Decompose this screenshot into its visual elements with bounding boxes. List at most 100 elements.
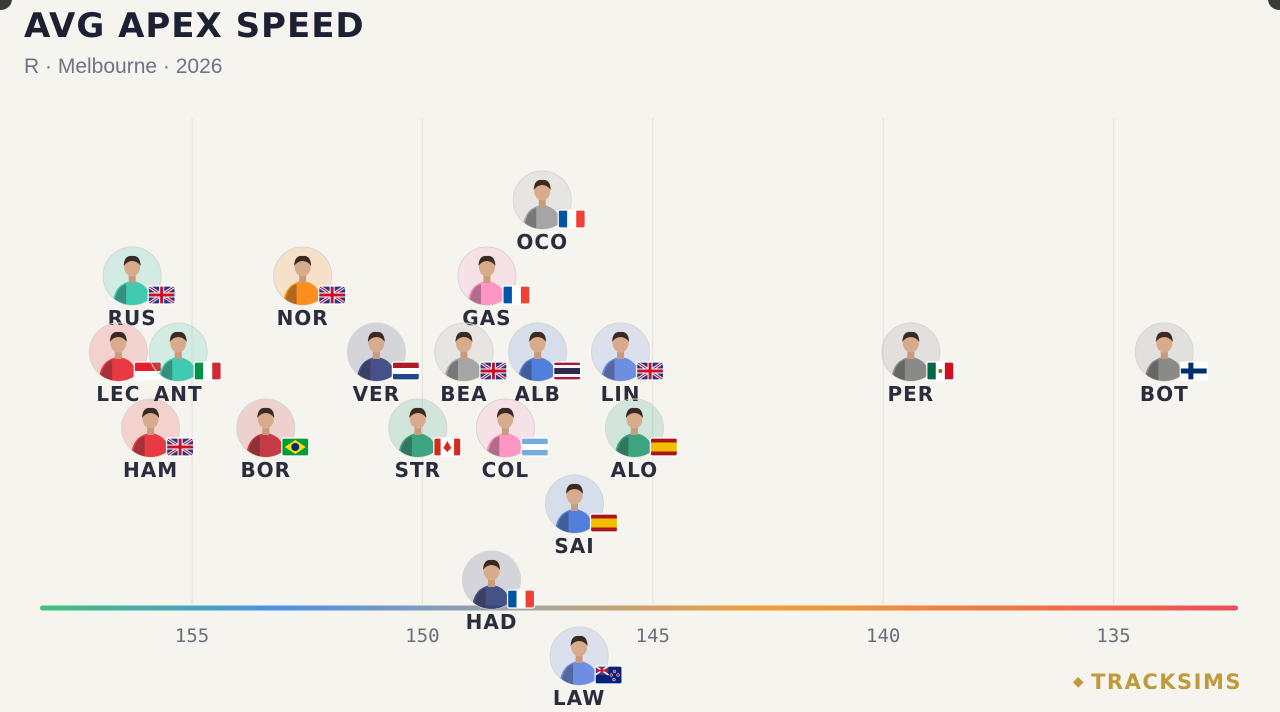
flag-band — [194, 362, 204, 380]
flag-gb-icon — [479, 361, 508, 381]
driver-suit — [890, 357, 931, 381]
driver-head — [294, 257, 311, 277]
driver-hair — [123, 255, 141, 266]
driver-suit — [485, 433, 526, 457]
driver-suit — [112, 281, 153, 305]
driver-suit — [443, 357, 484, 381]
flag-th-icon — [553, 361, 582, 381]
flag-fr-icon — [502, 285, 531, 305]
driver-label: PER — [887, 382, 934, 406]
driver-hair — [1155, 331, 1173, 342]
flag-graphic — [433, 438, 461, 456]
flag-graphic — [134, 362, 162, 380]
flag-band — [650, 442, 678, 452]
flag-graphic — [194, 362, 222, 380]
flag-border — [589, 513, 619, 533]
driver-hair — [294, 255, 312, 266]
driver-head — [124, 257, 141, 277]
driver-hair — [902, 331, 920, 342]
driver-hair — [612, 331, 630, 342]
flag-cross — [595, 666, 609, 675]
driver-point-alo: ALO — [604, 398, 678, 482]
driver-avatar-icon — [112, 255, 153, 305]
driver-point-bor: BOR — [236, 398, 310, 482]
driver-neck — [501, 427, 509, 435]
flag-border — [193, 361, 222, 381]
flag-graphic — [521, 438, 549, 456]
driver-label: GAS — [462, 306, 511, 330]
flag-gb-icon — [147, 285, 176, 305]
driver-point-str: STR — [388, 398, 462, 482]
flag-emblem — [938, 369, 943, 373]
driver-head — [497, 409, 514, 429]
flag-band — [553, 374, 581, 377]
flag-star — [612, 677, 616, 682]
driver-neck — [114, 351, 122, 359]
driver-head — [571, 637, 588, 657]
driver-label: ALO — [611, 458, 659, 482]
driver-neck — [460, 351, 468, 359]
driver-label: NOR — [277, 306, 329, 330]
flag-graphic — [281, 438, 309, 456]
chart-title: AVG APEX SPEED — [24, 6, 365, 46]
flag-graphic — [636, 362, 664, 380]
flag-cross-h-red — [318, 293, 346, 297]
driver-hair — [529, 331, 547, 342]
driver-suit — [554, 509, 595, 533]
flag-band — [392, 362, 420, 368]
chart-subtitle: R · Melbourne · 2026 — [24, 55, 223, 78]
flag-band — [520, 286, 530, 304]
flag-gb-icon — [165, 437, 195, 457]
flag-band — [203, 362, 213, 380]
driver-hair — [483, 559, 501, 570]
driver-head — [257, 409, 274, 429]
driver-label: BOT — [1140, 382, 1189, 406]
flag-band — [558, 210, 568, 228]
driver-hair — [496, 407, 514, 418]
driver-hair — [533, 179, 551, 190]
flag-band — [553, 368, 581, 374]
flag-border — [1179, 361, 1208, 381]
driver-neck — [483, 275, 491, 283]
driver-suit — [600, 357, 641, 381]
driver-suit — [130, 433, 171, 457]
flag-border — [391, 361, 420, 381]
driver-point-sai: SAI — [544, 474, 619, 558]
flag-graphic — [926, 362, 954, 380]
driver-point-col: COL — [475, 398, 549, 482]
driver-point-alb: ALB — [508, 322, 582, 406]
driver-neck — [299, 275, 307, 283]
flag-border — [479, 361, 508, 381]
driver-head — [902, 333, 919, 353]
driver-point-nor: NOR — [273, 246, 347, 330]
driver-neck — [1160, 351, 1168, 359]
driver-head — [612, 333, 629, 353]
flag-border — [506, 589, 536, 609]
brand-name: TRACKSIMS — [1091, 670, 1242, 694]
brand-logo: ◆ TRACKSIMS — [1073, 670, 1242, 694]
x-tick-label: 150 — [405, 625, 439, 647]
flag-border — [635, 361, 665, 381]
driver-head — [478, 257, 495, 277]
flag-band — [553, 377, 581, 380]
flag-cross-h — [1180, 368, 1208, 374]
driver-avatar-icon — [614, 407, 655, 457]
diamond-icon: ◆ — [1072, 674, 1086, 690]
flag-band — [521, 444, 549, 450]
flag-graphic — [507, 590, 535, 608]
corner-left-icon — [0, 0, 12, 10]
driver-head — [529, 333, 546, 353]
driver-label: LEC — [96, 382, 140, 406]
x-tick-label: 140 — [866, 625, 900, 647]
driver-head — [110, 333, 127, 353]
flag-it-icon — [193, 361, 222, 381]
flag-border — [502, 285, 531, 305]
flag-band — [944, 362, 954, 380]
flag-band — [502, 286, 512, 304]
flag-gb-icon — [318, 285, 347, 305]
flag-band — [521, 450, 549, 456]
flag-band — [926, 362, 936, 380]
driver-suit — [517, 357, 558, 381]
flag-border — [147, 285, 176, 305]
driver-label: ANT — [154, 382, 203, 406]
